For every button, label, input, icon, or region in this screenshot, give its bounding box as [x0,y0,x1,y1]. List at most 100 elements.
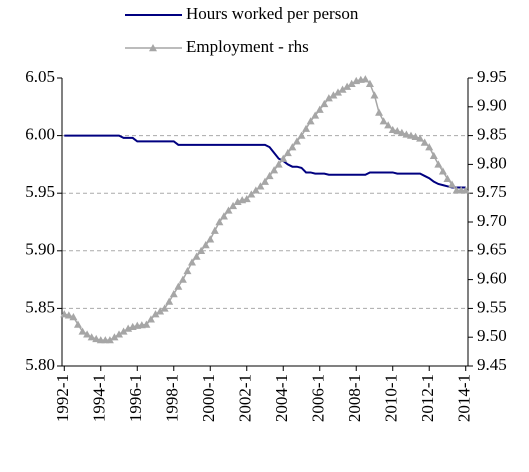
point-marker [188,258,197,266]
y2-tick-label: 9.95 [477,67,507,86]
point-marker [406,131,415,139]
point-marker [370,91,379,99]
point-marker [192,252,201,260]
point-marker [306,117,315,125]
point-marker [443,174,452,182]
point-marker [224,206,233,214]
point-marker [388,125,397,134]
point-marker [297,131,306,139]
point-marker [311,111,320,119]
y2-tick-label: 9.65 [477,240,507,259]
point-marker [288,143,297,151]
point-marker [78,327,87,335]
point-marker [420,138,429,146]
point-marker [178,275,187,283]
point-marker [434,160,443,168]
point-marker [174,282,183,290]
point-marker [197,246,206,254]
point-marker [215,218,224,226]
point-marker [210,226,219,234]
point-marker [115,330,124,338]
point-marker [87,333,96,341]
x-tick-label: 1998-1 [163,374,182,422]
point-marker [384,121,393,129]
point-marker [338,85,347,93]
point-marker [315,105,324,113]
point-marker [320,99,329,108]
point-marker [416,134,425,142]
y2-tick-label: 9.75 [477,182,507,201]
point-marker [251,186,260,194]
y-tick-label: 5.90 [25,240,55,259]
legend-label: Employment - rhs [186,37,309,56]
y2-tick-label: 9.60 [477,269,507,288]
y2-tick-label: 9.55 [477,297,507,316]
point-marker [279,154,288,162]
point-marker [165,297,174,305]
point-marker [438,167,447,175]
point-marker [375,108,384,116]
y2-tick-label: 9.50 [477,326,507,345]
point-marker [429,151,438,159]
legend-marker [149,44,157,52]
point-marker [411,132,420,140]
point-marker [261,177,269,185]
point-marker [219,212,228,220]
x-tick-label: 2006-1 [309,374,328,422]
point-marker [402,130,411,138]
point-marker [156,307,165,315]
point-marker [393,126,402,135]
point-marker [329,91,338,99]
x-tick-label: 1996-1 [126,374,145,422]
point-marker [379,117,388,125]
point-marker [201,241,210,249]
y-tick-label: 6.05 [25,67,55,86]
x-tick-label: 2004-1 [272,374,291,422]
point-marker [274,160,283,168]
point-marker [169,290,178,298]
x-tick-label: 2000-1 [199,374,218,422]
point-marker [183,266,192,275]
point-marker [425,143,434,151]
point-marker [229,201,238,210]
point-marker [256,182,265,190]
point-marker [397,128,406,136]
y-tick-label: 5.95 [25,182,55,201]
point-marker [283,148,292,157]
point-marker [142,320,151,328]
point-marker [461,186,470,194]
y2-tick-label: 9.70 [477,211,507,230]
point-marker [206,235,215,243]
y-tick-label: 6.00 [25,125,55,144]
point-marker [265,171,274,180]
point-marker [448,180,457,188]
x-tick-label: 1992-1 [53,374,72,422]
point-marker [73,320,82,328]
point-marker [270,166,279,174]
point-marker [333,88,342,96]
x-tick-label: 2010-1 [382,374,401,422]
point-marker [247,190,256,198]
point-marker [110,333,119,341]
series-line [64,78,466,341]
x-tick-label: 2002-1 [236,374,255,422]
point-marker [347,79,356,87]
point-marker [242,194,251,203]
point-marker [92,334,101,343]
point-marker [105,336,114,344]
point-marker [64,311,73,319]
point-marker [83,330,92,338]
y2-tick-label: 9.85 [477,125,507,144]
point-marker [119,327,128,335]
point-marker [151,310,160,318]
point-marker [361,75,370,83]
point-marker [365,79,374,87]
legend-label: Hours worked per person [186,4,359,23]
y-tick-label: 5.85 [25,297,55,316]
y2-tick-label: 9.45 [477,355,507,374]
point-marker [69,313,78,321]
point-marker [343,82,352,90]
y2-tick-label: 9.80 [477,153,507,172]
